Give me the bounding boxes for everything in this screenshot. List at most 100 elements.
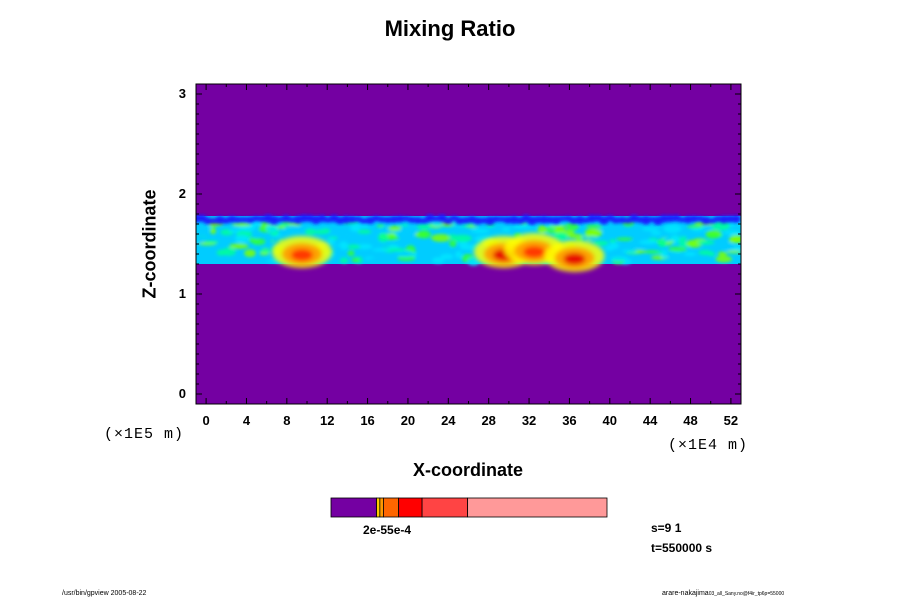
texture-blob	[663, 224, 682, 234]
x-tick-label: 12	[319, 413, 335, 428]
texture-blob	[549, 224, 568, 228]
texture-blob	[449, 239, 457, 248]
texture-blob	[644, 250, 659, 254]
texture-blob	[329, 230, 348, 236]
texture-blob	[717, 251, 728, 257]
texture-blob	[388, 225, 402, 232]
x-tick-label: 4	[242, 413, 251, 428]
x-tick-label: 8	[283, 413, 291, 428]
texture-blob	[565, 222, 579, 232]
texture-blob	[609, 239, 617, 243]
texture-blob	[305, 228, 316, 236]
colorbar-segment	[330, 497, 377, 518]
colorbar-tick-label: 2e-55e-4	[363, 523, 412, 537]
texture-blob	[448, 234, 457, 239]
colorbar-segment	[398, 497, 423, 518]
colorbar-segment	[421, 497, 469, 518]
x-axis-unit: (×1E4 m)	[668, 437, 749, 454]
texture-blob	[347, 250, 355, 257]
texture-blob	[661, 249, 668, 259]
texture-blob	[397, 255, 416, 261]
texture-blob	[394, 248, 405, 252]
x-tick-label: 20	[400, 413, 416, 428]
texture-blob	[553, 232, 568, 241]
texture-blob	[723, 230, 741, 235]
texture-blob	[196, 230, 206, 240]
y-tick-label: 3	[178, 86, 186, 101]
texture-blob	[452, 234, 472, 243]
texture-blob	[711, 221, 730, 231]
x-tick-label: 48	[683, 413, 698, 428]
texture-blob	[244, 249, 256, 258]
texture-blob	[357, 244, 373, 250]
texture-blob	[683, 252, 697, 256]
y-tick-label: 0	[178, 386, 186, 401]
hotspot-peak	[290, 249, 313, 261]
texture-blob	[705, 231, 720, 239]
texture-blob	[622, 249, 638, 254]
texture-blob	[432, 247, 452, 256]
texture-blob	[602, 227, 619, 234]
texture-blob	[586, 236, 598, 241]
texture-blob	[374, 241, 393, 249]
texture-blob	[327, 237, 336, 245]
hotspots	[271, 233, 605, 272]
texture-blob	[584, 228, 598, 238]
texture-blob	[197, 223, 211, 231]
x-tick-label: 32	[521, 413, 537, 428]
texture-blob	[339, 257, 349, 264]
x-tick-label: 44	[642, 413, 658, 428]
s-label: s=9 1	[651, 521, 682, 535]
texture-blob	[216, 249, 227, 256]
texture-blob	[417, 230, 432, 239]
x-axis-label: X-coordinate	[412, 460, 524, 480]
x-tick-label: 16	[360, 413, 375, 428]
x-tick-label: 36	[562, 413, 577, 428]
texture-blob	[210, 227, 217, 235]
texture-blob	[234, 234, 250, 243]
texture-blob	[697, 240, 715, 245]
texture-blob	[204, 240, 219, 244]
texture-blob	[501, 227, 511, 232]
texture-blob	[642, 227, 660, 231]
texture-blob	[306, 223, 326, 231]
texture-blob	[231, 222, 252, 227]
x-tick-label: 52	[723, 413, 739, 428]
t-label: t=550000 s	[651, 541, 713, 555]
texture-blob	[416, 223, 432, 230]
texture-blob	[372, 248, 391, 252]
texture-blob	[459, 244, 479, 251]
texture-blob	[467, 257, 480, 266]
hotspot-peak	[563, 253, 586, 265]
texture-blob	[715, 255, 732, 263]
texture-blob	[637, 223, 645, 230]
texture-blob	[639, 239, 658, 245]
y-tick-label: 1	[178, 286, 186, 301]
texture-blob	[585, 224, 603, 229]
x-tick-label: 0	[202, 413, 210, 428]
x-tick-label: 24	[441, 413, 456, 428]
texture-blob	[377, 233, 389, 243]
texture-blob	[455, 250, 463, 259]
texture-blob	[698, 249, 712, 256]
texture-blob	[440, 253, 454, 260]
texture-blob	[726, 250, 741, 254]
x-tick-label: 40	[602, 413, 618, 428]
footer-right-small: 03_all_Sany.no@f4ir_tp6p=55000	[708, 591, 785, 597]
texture-blob	[616, 237, 633, 241]
texture-blob	[668, 246, 688, 252]
texture-blob	[471, 228, 490, 234]
texture-blob	[252, 238, 266, 245]
texture-blob	[704, 226, 714, 230]
colorbar-segment	[467, 497, 608, 518]
texture-blob	[513, 223, 531, 229]
y-axis-unit: (×1E5 m)	[104, 426, 185, 443]
texture-blob	[419, 244, 433, 249]
texture-blob	[650, 231, 662, 236]
texture-blob	[431, 234, 451, 242]
footer-left: /usr/bin/gpview 2005-08-22	[62, 590, 147, 597]
mixing-layer	[196, 214, 741, 272]
colorbar-segment	[383, 497, 400, 518]
texture-blob	[229, 243, 249, 249]
